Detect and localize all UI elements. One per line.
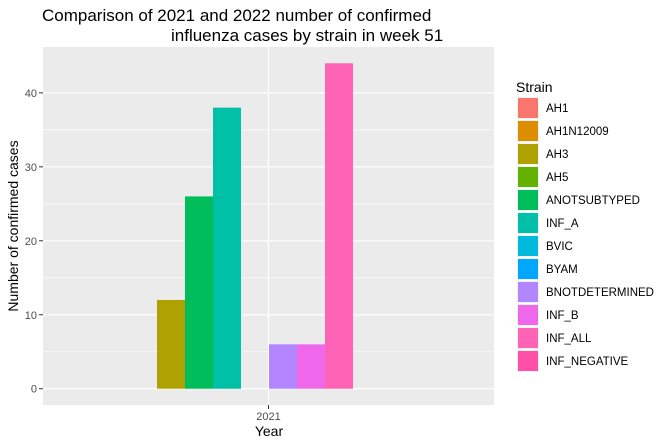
chart-title-line1: Comparison of 2021 and 2022 number of co… bbox=[42, 6, 431, 25]
legend-label: AH1 bbox=[546, 103, 568, 115]
legend: Strain AH1 AH1N12009 AH3 AH5 ANOTSUBTYPED INF… bbox=[516, 79, 654, 372]
y-tick-label: 0 bbox=[31, 384, 37, 396]
y-tick-label: 40 bbox=[25, 88, 37, 100]
bar-inf_b bbox=[297, 344, 325, 389]
legend-label: BYAM bbox=[546, 264, 578, 276]
y-tick-label: 30 bbox=[25, 162, 37, 174]
legend-swatch-ah1n12009 bbox=[518, 121, 538, 141]
legend-swatch-ah3 bbox=[518, 144, 538, 164]
legend-label: INF_NEGATIVE bbox=[546, 356, 629, 368]
legend-swatch-inf_negative bbox=[518, 351, 538, 371]
legend-swatch-ah1 bbox=[518, 98, 538, 118]
legend-label: ANOTSUBTYPED bbox=[546, 195, 640, 207]
legend-title: Strain bbox=[516, 79, 553, 95]
major-grid bbox=[43, 47, 494, 405]
y-axis: 0 10 20 30 40 bbox=[25, 88, 43, 396]
x-axis-title: Year bbox=[255, 423, 284, 439]
legend-label: INF_ALL bbox=[546, 333, 592, 345]
bar-anotsubtyped bbox=[185, 196, 213, 389]
x-tick-label: 2021 bbox=[256, 411, 280, 423]
x-axis: 2021 bbox=[256, 405, 281, 423]
legend-swatch-anotsubtyped bbox=[518, 190, 538, 210]
y-tick-label: 20 bbox=[25, 236, 37, 248]
y-tick-label: 10 bbox=[25, 310, 37, 322]
legend-label: BVIC bbox=[546, 241, 573, 253]
legend-label: INF_A bbox=[546, 218, 579, 230]
legend-swatch-inf_b bbox=[518, 305, 538, 325]
legend-label: AH5 bbox=[546, 172, 568, 184]
legend-label: AH1N12009 bbox=[546, 126, 609, 138]
bars bbox=[157, 63, 353, 389]
bar-inf_all bbox=[325, 63, 353, 389]
bar-ah3 bbox=[157, 299, 185, 389]
legend-label: BNOTDETERMINED bbox=[546, 287, 654, 299]
legend-swatch-ah5 bbox=[518, 167, 538, 187]
legend-label: INF_B bbox=[546, 310, 579, 322]
bar-bnotdetermined bbox=[269, 344, 297, 389]
bar-inf_a bbox=[213, 107, 241, 389]
y-axis-title: Number of confirmed cases bbox=[5, 140, 21, 311]
chart-title-line2: influenza cases by strain in week 51 bbox=[171, 26, 443, 45]
legend-swatch-bnotdetermined bbox=[518, 282, 538, 302]
legend-swatch-bvic bbox=[518, 236, 538, 256]
legend-swatch-inf_a bbox=[518, 213, 538, 233]
legend-swatch-inf_all bbox=[518, 328, 538, 348]
legend-swatch-byam bbox=[518, 259, 538, 279]
legend-label: AH3 bbox=[546, 149, 568, 161]
